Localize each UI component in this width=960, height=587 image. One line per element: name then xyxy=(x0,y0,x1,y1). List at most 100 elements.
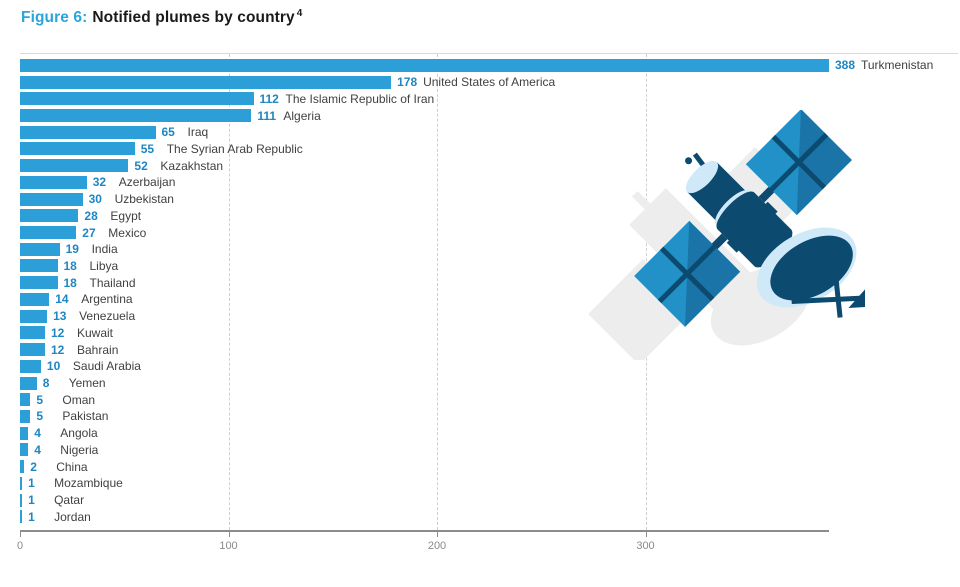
x-axis-tick-label: 100 xyxy=(219,540,238,552)
bar xyxy=(20,276,58,290)
bar xyxy=(20,192,83,206)
bar-label: India xyxy=(91,242,118,257)
bar-label: Mexico xyxy=(108,225,147,240)
bar xyxy=(20,159,129,173)
bar-label: Kuwait xyxy=(77,325,114,340)
x-axis-tick-label: 0 xyxy=(16,540,24,552)
bar xyxy=(20,510,23,524)
bar-value: 30 xyxy=(88,192,102,207)
bar xyxy=(20,326,45,340)
bar-value: 5 xyxy=(36,392,44,407)
bar-label: Azerbaijan xyxy=(118,175,176,190)
bar-value: 52 xyxy=(134,158,148,173)
bar-value: 55 xyxy=(140,141,155,156)
x-axis-tick-label: 200 xyxy=(427,540,447,552)
bar-row: 4 Angola xyxy=(20,425,958,442)
bar-value: 1 xyxy=(28,476,35,491)
bar xyxy=(20,58,829,72)
bar-label: Bahrain xyxy=(77,342,119,357)
x-axis-tick xyxy=(645,532,647,537)
bar-row: 27 Mexico xyxy=(20,224,958,241)
bar-row: 32 Azerbaijan xyxy=(20,174,958,191)
bar xyxy=(20,292,50,306)
bar xyxy=(20,309,48,323)
satellite-illustration xyxy=(588,110,865,360)
bar-row: 52 Kazakhstan xyxy=(20,157,958,174)
bar-label: Argentina xyxy=(81,292,133,307)
bar-label: Thailand xyxy=(89,275,136,290)
bar-value: 4 xyxy=(34,442,41,457)
bar xyxy=(20,142,135,156)
bar xyxy=(20,209,79,223)
bar-label: Libya xyxy=(89,258,119,273)
bar-row: 178 United States of America xyxy=(20,74,958,91)
bar-row: 10 Saudi Arabia xyxy=(20,358,958,375)
x-axis-tick xyxy=(228,532,230,537)
bar xyxy=(20,493,23,507)
bar-label: Uzbekistan xyxy=(114,192,174,207)
bar-label: Venezuela xyxy=(79,309,136,324)
bar xyxy=(20,443,29,457)
bar-label: Pakistan xyxy=(62,409,109,424)
bar xyxy=(20,460,25,474)
bar-label: Kazakhstan xyxy=(160,158,224,173)
bar-value: 1 xyxy=(28,509,35,524)
bar xyxy=(20,175,87,189)
bar-label: Algeria xyxy=(283,108,321,123)
solar-panel-icon xyxy=(634,220,741,327)
bar-label: Yemen xyxy=(68,376,106,391)
bar-row: 19 India xyxy=(20,241,958,258)
bar-label: Oman xyxy=(62,392,96,407)
bar-value: 13 xyxy=(53,309,67,324)
bar-value: 111 xyxy=(257,108,277,123)
dish-icon xyxy=(756,227,865,318)
bar-value: 8 xyxy=(42,376,50,391)
bar-value: 18 xyxy=(63,275,77,290)
bar-value: 14 xyxy=(55,292,69,307)
bar-row: 18 Libya xyxy=(20,258,958,275)
bar-row: 112 The Islamic Republic of Iran xyxy=(20,90,958,107)
bar-label: Nigeria xyxy=(60,442,99,457)
x-axis-tick-label: 300 xyxy=(636,540,655,552)
bar xyxy=(20,75,392,89)
bar xyxy=(20,393,31,407)
bar-row: 5 Oman xyxy=(20,391,958,408)
bar-value: 65 xyxy=(161,125,175,140)
bar-value: 178 xyxy=(397,75,418,90)
bar xyxy=(20,125,156,139)
bar-value: 18 xyxy=(63,258,77,273)
bar-label: Jordan xyxy=(54,509,91,524)
bar-row: 1 Qatar xyxy=(20,492,958,509)
bar-label: Turkmenistan xyxy=(861,58,934,73)
bar-value: 2 xyxy=(30,459,37,474)
gridline-200 xyxy=(437,54,438,530)
bar-label: Qatar xyxy=(54,493,85,508)
bar-row: 2 China xyxy=(20,458,958,475)
bar-label: Egypt xyxy=(110,208,142,223)
bar-row: 12 Kuwait xyxy=(20,325,958,342)
bar-label: Angola xyxy=(60,426,98,441)
bar-value: 10 xyxy=(46,359,61,374)
bar-row: 13 Venezuela xyxy=(20,308,958,325)
figure-label: Figure 6: xyxy=(21,9,88,27)
bar-value: 112 xyxy=(259,91,279,106)
bar xyxy=(20,409,31,423)
bar-value: 27 xyxy=(82,225,96,240)
bar-label: Mozambique xyxy=(54,476,123,491)
x-axis-line xyxy=(20,530,829,532)
bar xyxy=(20,476,23,490)
x-axis-tick xyxy=(20,532,21,537)
bar-row: 8 Yemen xyxy=(20,375,958,392)
bar-value: 4 xyxy=(34,426,41,441)
bar-value: 19 xyxy=(65,242,79,257)
bar-row: 18 Thailand xyxy=(20,274,958,291)
bar xyxy=(20,359,41,373)
bar-chart: 388 Turkmenistan 178 United States of Ameri… xyxy=(16,53,958,555)
bar-row: 12 Bahrain xyxy=(20,341,958,358)
solar-panel-icon xyxy=(745,110,852,216)
bar-value: 5 xyxy=(36,409,44,424)
bar-row: 1 Mozambique xyxy=(20,475,958,492)
bar-value: 28 xyxy=(84,208,98,223)
bar-row: 5 Pakistan xyxy=(20,408,958,425)
bar xyxy=(20,242,60,256)
